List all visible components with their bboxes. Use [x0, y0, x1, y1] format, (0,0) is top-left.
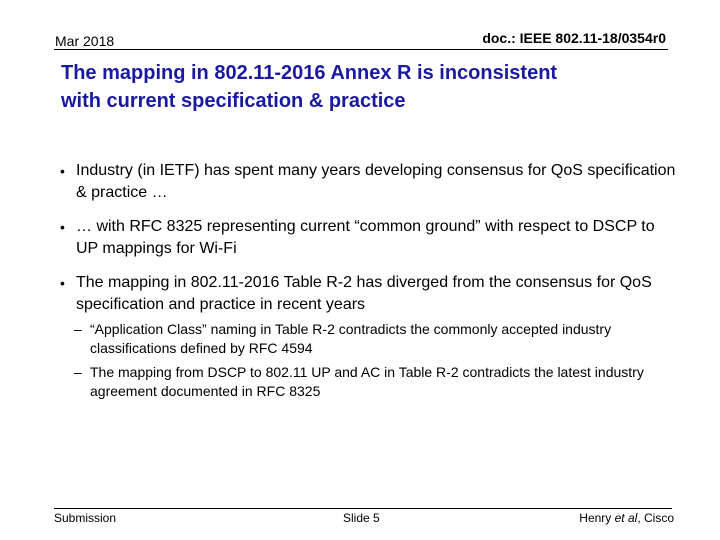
slide-title-line-1: The mapping in 802.11-2016 Annex R is in…	[61, 62, 558, 84]
footer-submission: Submission	[54, 511, 117, 525]
header-date: Mar 2018	[55, 33, 115, 49]
bullet-marker: •	[60, 163, 65, 179]
sub-bullet-list: – “Application Class” naming in Table R-…	[60, 320, 680, 401]
bullet-item: • The mapping in 802.11-2016 Table R-2 h…	[60, 272, 680, 316]
bullet-item: • … with RFC 8325 representing current “…	[60, 216, 680, 260]
footer-author-et-al: et al	[614, 511, 638, 525]
slide-body: • Industry (in IETF) has spent many year…	[60, 160, 680, 411]
bullet-text: Industry (in IETF) has spent many years …	[76, 162, 676, 201]
sub-bullet-item: – The mapping from DSCP to 802.11 UP and…	[60, 363, 680, 401]
footer-divider	[54, 508, 672, 509]
footer-author-org: , Cisco	[637, 511, 674, 525]
sub-bullet-marker: –	[74, 364, 82, 380]
bullet-item: • Industry (in IETF) has spent many year…	[60, 160, 680, 204]
bullet-marker: •	[60, 275, 65, 291]
slide-title-line-2: with current specification & practice	[61, 90, 406, 112]
bullet-text: … with RFC 8325 representing current “co…	[76, 218, 655, 257]
sub-bullet-item: – “Application Class” naming in Table R-…	[60, 320, 680, 358]
header-doc-id: doc.: IEEE 802.11-18/0354r0	[482, 30, 666, 46]
bullet-marker: •	[60, 219, 65, 235]
footer-author-name: Henry	[579, 511, 615, 525]
sub-bullet-marker: –	[74, 321, 82, 337]
bullet-text: The mapping in 802.11-2016 Table R-2 has…	[76, 274, 652, 313]
footer-slide-number: Slide 5	[343, 511, 380, 525]
header-divider	[54, 49, 668, 50]
footer-author: Henry et al, Cisco	[579, 511, 674, 525]
slide-title: The mapping in 802.11-2016 Annex R is in…	[61, 59, 681, 115]
sub-bullet-text: “Application Class” naming in Table R-2 …	[90, 321, 612, 356]
sub-bullet-text: The mapping from DSCP to 802.11 UP and A…	[90, 364, 644, 399]
